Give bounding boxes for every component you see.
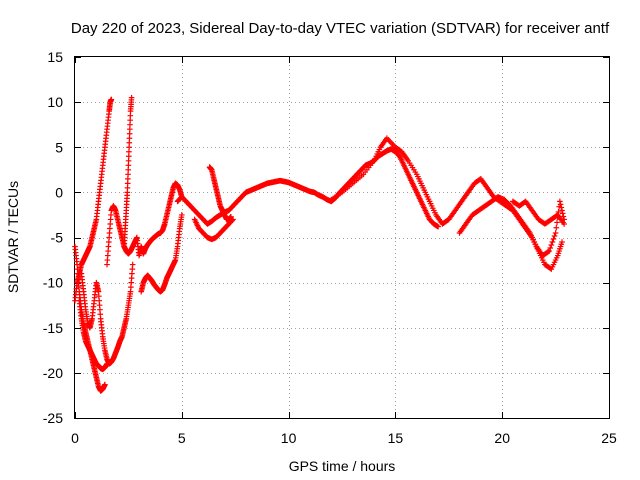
x-tick-label: 0 (71, 430, 79, 446)
data-point (548, 242, 555, 248)
data-point (558, 204, 565, 211)
x-tick-label: 5 (178, 430, 186, 446)
satellite-track-5 (104, 94, 135, 268)
data-point (557, 201, 564, 208)
plot-frame (74, 56, 610, 419)
satellite-track-7 (138, 212, 185, 295)
data-point (435, 223, 441, 230)
data-point (559, 207, 565, 214)
data-point (557, 198, 563, 205)
data-point (554, 219, 560, 226)
satellite-track-13 (510, 198, 567, 227)
data-point (547, 245, 554, 251)
data-point (229, 217, 236, 224)
chart-title: Day 220 of 2023, Sidereal Day-to-day VTE… (71, 20, 610, 37)
data-point (553, 224, 560, 231)
data-point (550, 236, 557, 242)
x-tick-label: 25 (601, 430, 617, 446)
y-tick-label: -5 (51, 230, 64, 246)
data-point (559, 210, 566, 217)
y-tick-label: -15 (43, 320, 63, 336)
data-point (551, 233, 558, 239)
data-points (72, 94, 567, 394)
y-tick-label: -20 (43, 365, 63, 381)
satellite-track-10 (191, 216, 236, 243)
data-point (108, 96, 115, 103)
axis-ticks: 0 5 10 15 20 25 -25 -20 -15 -10 -5 0 5 10 15 (43, 49, 617, 446)
x-axis-label: GPS time / hours (289, 458, 396, 474)
x-tick-label: 10 (281, 430, 297, 446)
data-point (545, 248, 551, 255)
data-point (559, 239, 565, 245)
data-point (230, 216, 236, 223)
data-point (129, 261, 136, 268)
x-tick-label: 15 (388, 430, 404, 446)
satellite-track-4 (78, 261, 136, 367)
data-point (561, 221, 567, 227)
y-tick-label: 5 (55, 139, 63, 155)
y-tick-label: -25 (43, 410, 63, 426)
data-point (128, 94, 135, 101)
satellite-track-12 (456, 194, 567, 259)
x-tick-label: 20 (494, 430, 510, 446)
y-axis-label: SDTVAR / TECUs (5, 181, 21, 293)
satellite-track-9 (206, 164, 234, 223)
data-point (552, 230, 559, 236)
data-point (546, 248, 552, 254)
data-point (179, 212, 185, 218)
data-point (549, 239, 556, 245)
y-tick-label: -10 (43, 275, 63, 291)
y-tick-label: 0 (55, 184, 63, 200)
y-tick-label: 15 (47, 49, 63, 65)
satellite-track-1 (72, 96, 115, 304)
y-tick-label: 10 (47, 94, 63, 110)
data-point (102, 381, 108, 388)
